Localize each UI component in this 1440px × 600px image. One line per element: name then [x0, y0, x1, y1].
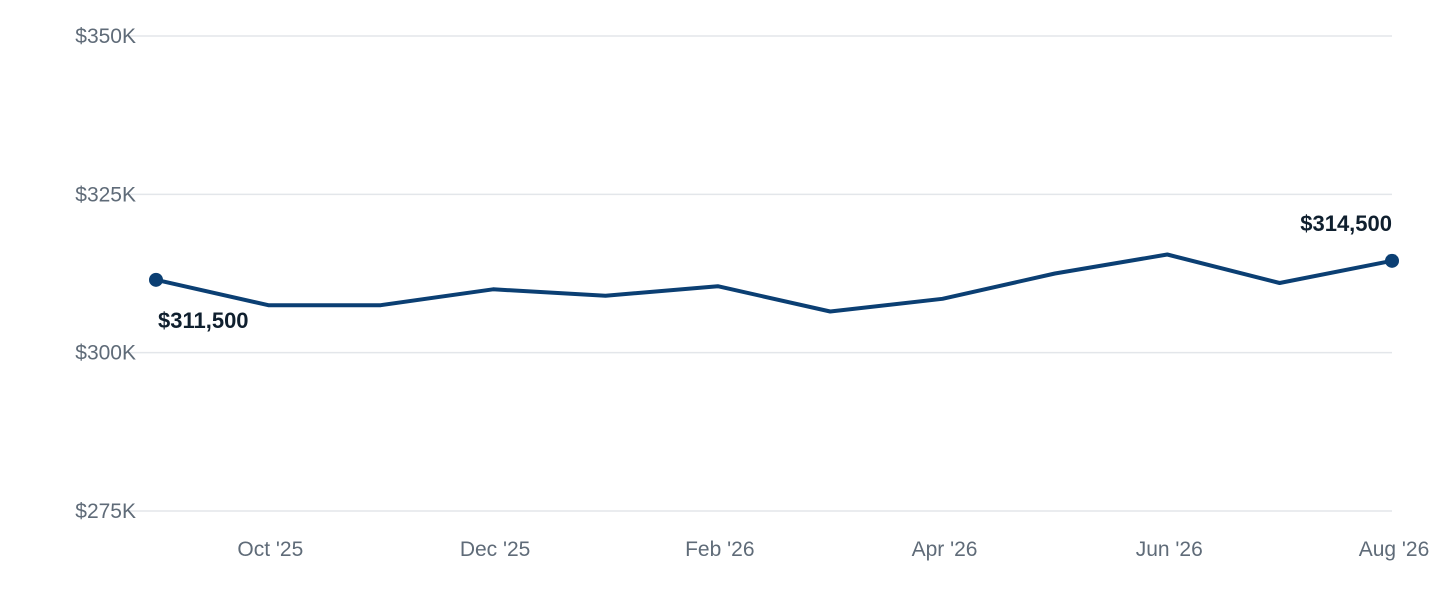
y-tick-label: $325K — [75, 183, 136, 206]
x-tick-label: Dec '25 — [460, 538, 531, 561]
y-tick-label: $300K — [75, 342, 136, 365]
x-tick-label: Feb '26 — [685, 538, 754, 561]
data-labels: $311,500 $314,500 — [158, 211, 1392, 333]
data-point-marker — [149, 272, 163, 287]
x-tick-label: Apr '26 — [912, 538, 978, 561]
y-tick-label: $275K — [75, 500, 136, 523]
y-tick-label: $350K — [75, 25, 136, 48]
x-axis-ticks: Oct '25 Dec '25 Feb '26 Apr '26 Jun '26 Aug '… — [237, 538, 1429, 561]
grid-lines — [128, 35, 1392, 512]
x-tick-label: Oct '25 — [237, 538, 303, 561]
y-axis-ticks: $350K $325K $300K $275K — [75, 25, 136, 523]
data-points — [149, 253, 1399, 287]
x-tick-label: Aug '26 — [1359, 538, 1430, 561]
data-label: $314,500 — [1300, 211, 1392, 236]
data-label: $311,500 — [158, 308, 249, 333]
series-line — [154, 252, 1394, 314]
data-point-marker — [1385, 253, 1399, 268]
x-tick-label: Jun '26 — [1136, 538, 1203, 561]
